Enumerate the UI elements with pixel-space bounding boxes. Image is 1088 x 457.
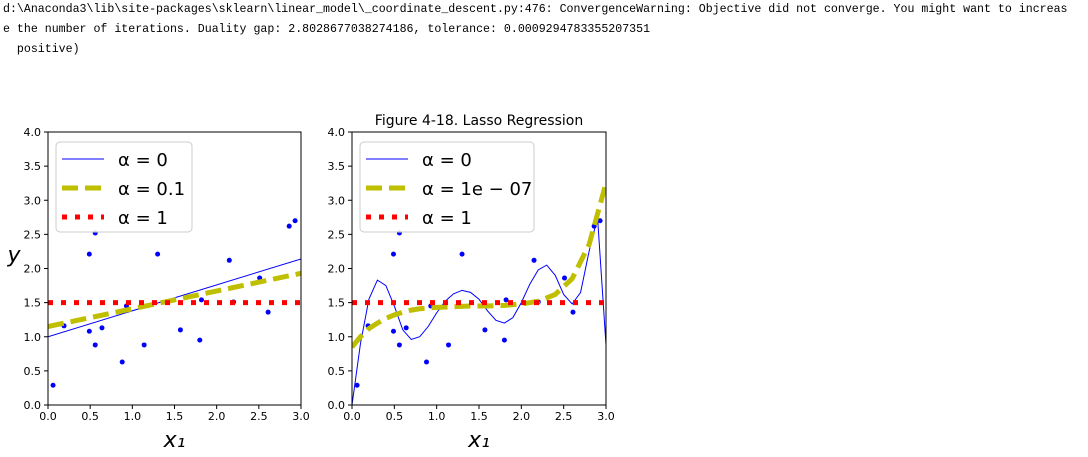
console-line: d:\Anaconda3\lib\site-packages\sklearn\l…	[3, 3, 1067, 16]
y-tick-label: 3.0	[328, 194, 346, 207]
y-tick-label: 2.0	[328, 263, 346, 276]
x-tick-label: 0.0	[343, 410, 361, 423]
data-point	[177, 327, 183, 333]
x-tick-label: 2.0	[513, 410, 531, 423]
x-tick-label: 1.5	[166, 410, 184, 423]
series-line	[48, 270, 301, 329]
y-tick-label: 0.5	[328, 365, 346, 378]
data-point	[119, 359, 125, 365]
y-tick-label: 4.0	[24, 126, 42, 139]
data-point	[292, 218, 298, 224]
data-point	[403, 325, 409, 331]
data-point	[459, 251, 465, 257]
data-point	[197, 337, 203, 343]
legend-box	[55, 141, 193, 233]
x-tick-label: 0.0	[39, 410, 57, 423]
y-tick-label: 2.0	[24, 263, 42, 276]
x-tick-label: 2.0	[208, 410, 226, 423]
data-point	[226, 257, 232, 263]
legend-label: α = 1	[118, 208, 168, 229]
data-point	[562, 275, 568, 281]
legend-label: α = 0	[118, 150, 168, 171]
series-line	[352, 217, 606, 405]
data-point	[286, 223, 292, 229]
chart-title: Figure 4-18. Lasso Regression	[375, 113, 583, 129]
y-tick-label: 3.5	[328, 160, 346, 173]
data-point	[424, 359, 430, 365]
y-tick-label: 1.5	[328, 297, 346, 310]
axes-frame	[47, 131, 302, 406]
data-point	[482, 327, 488, 333]
y-tick-label: 2.5	[24, 228, 42, 241]
x-axis-label: x₁	[163, 428, 186, 453]
y-tick-label: 0.0	[24, 399, 42, 412]
y-tick-label: 1.5	[24, 297, 42, 310]
data-point	[155, 251, 161, 257]
data-point	[99, 325, 105, 331]
y-tick-label: 4.0	[328, 126, 346, 139]
data-point	[390, 328, 396, 334]
data-point	[531, 257, 537, 263]
legend-label: α = 0	[422, 150, 472, 171]
data-point	[354, 382, 360, 388]
data-point	[86, 328, 92, 334]
x-tick-label: 1.0	[428, 410, 446, 423]
x-tick-label: 0.5	[386, 410, 404, 423]
x-tick-label: 2.5	[555, 410, 573, 423]
x-tick-label: 0.5	[81, 410, 99, 423]
data-point	[50, 382, 56, 388]
y-axis-label: y	[6, 243, 21, 268]
x-tick-label: 3.0	[292, 410, 310, 423]
data-point	[501, 337, 507, 343]
data-point	[198, 297, 204, 303]
x-tick-label: 2.5	[250, 410, 268, 423]
data-point	[265, 309, 271, 315]
console-line: e the number of iterations. Duality gap:…	[3, 23, 650, 36]
y-tick-label: 2.5	[328, 228, 346, 241]
y-tick-label: 0.5	[24, 365, 42, 378]
x-tick-label: 1.0	[124, 410, 142, 423]
legend-label: α = 1e − 07	[422, 179, 532, 200]
x-tick-label: 3.0	[597, 410, 615, 423]
series-line	[352, 182, 606, 349]
x-axis-label: x₁	[467, 428, 490, 453]
y-tick-label: 1.0	[328, 331, 346, 344]
legend-label: α = 0.1	[118, 179, 185, 200]
y-tick-label: 1.0	[24, 331, 42, 344]
y-tick-label: 0.0	[328, 399, 346, 412]
data-point	[446, 342, 452, 348]
legend-box	[359, 141, 535, 233]
axes: 0.0 0.5 1.0 1.5 2.0 2.5 3.0 0.0 0.5 1.0 1.5 2.0 2.5 3…	[328, 113, 615, 453]
legend-label: α = 1	[422, 208, 472, 229]
y-tick-label: 3.5	[24, 160, 42, 173]
axes: 0.0 0.5 1.0 1.5 2.0 2.5 3.0 0.0 0.5 1.0 1.5 2.0 2.5 3…	[6, 126, 309, 453]
data-point	[570, 309, 576, 315]
data-point	[92, 342, 98, 348]
x-tick-label: 1.5	[470, 410, 488, 423]
data-point	[396, 342, 402, 348]
data-point	[86, 251, 92, 257]
data-point	[390, 251, 396, 257]
axes-frame	[351, 131, 607, 406]
data-point	[503, 297, 509, 303]
console-line: positive)	[3, 43, 80, 56]
data-point	[141, 342, 147, 348]
y-tick-label: 3.0	[24, 194, 42, 207]
data-point	[597, 218, 603, 224]
